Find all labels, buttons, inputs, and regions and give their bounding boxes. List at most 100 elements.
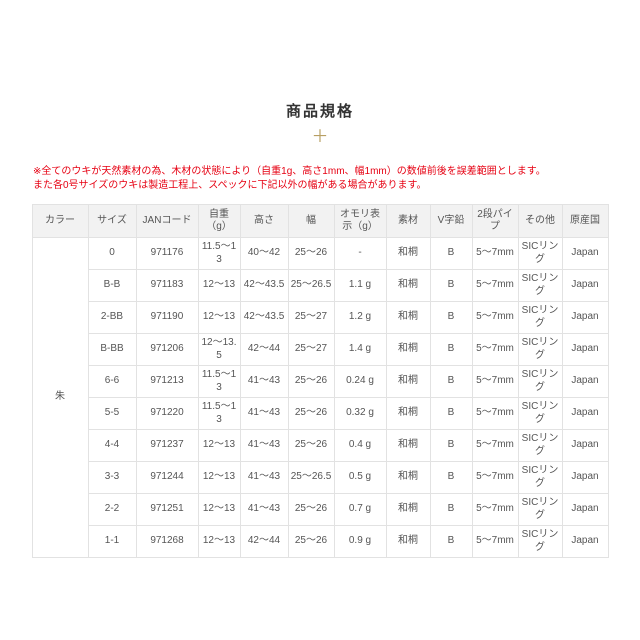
- table-cell: 971251: [135, 493, 199, 526]
- column-header: オモリ表示（g）: [333, 204, 387, 238]
- table-cell: 5～7mm: [471, 429, 519, 462]
- table-cell: 0.32 g: [333, 397, 387, 430]
- table-cell: B-BB: [87, 333, 137, 366]
- table-cell: 和桐: [385, 269, 431, 302]
- table-cell: 和桐: [385, 365, 431, 398]
- table-cell: B: [429, 429, 473, 462]
- table-row: 5-5 971220 11.5～13 41～43 25～26 0.32 g 和桐 B 5～7mm…: [32, 397, 609, 430]
- table-cell: 41～43: [239, 429, 289, 462]
- table-cell: 42～43.5: [239, 301, 289, 334]
- table-row: 4-4 971237 12～13 41～43 25～26 0.4 g 和桐 B 5～7mm SIC…: [32, 429, 609, 462]
- table-cell: 和桐: [385, 525, 431, 558]
- table-cell: 42～43.5: [239, 269, 289, 302]
- table-row: 2-2 971251 12～13 41～43 25～26 0.7 g 和桐 B 5～7mm SIC…: [32, 493, 609, 526]
- table-cell: B: [429, 301, 473, 334]
- column-header: JANコード: [135, 204, 199, 238]
- table-cell: 5-5: [87, 397, 137, 430]
- table-cell: B: [429, 493, 473, 526]
- table-cell: 25～26: [287, 365, 335, 398]
- table-cell: Japan: [561, 461, 609, 494]
- page-title: 商品規格: [285, 103, 354, 120]
- table-cell: Japan: [561, 301, 609, 334]
- disclaimer-notes: ※全てのウキが天然素材の為、木材の状態により（自重1g、高さ1mm、幅1mm）の…: [33, 165, 640, 192]
- table-cell: 25～26: [287, 525, 335, 558]
- table-cell: 2-2: [87, 493, 137, 526]
- table-cell: 0: [87, 237, 137, 270]
- table-cell: 11.5～13: [197, 365, 241, 398]
- table-cell: Japan: [561, 269, 609, 302]
- table-cell: SICリング: [517, 237, 563, 270]
- table-cell: 1.1 g: [333, 269, 387, 302]
- table-cell: 971206: [135, 333, 199, 366]
- table-cell: 12～13: [197, 525, 241, 558]
- table-cell: Japan: [561, 333, 609, 366]
- table-cell: 5～7mm: [471, 269, 519, 302]
- column-header: 幅: [287, 204, 335, 238]
- table-cell: Japan: [561, 397, 609, 430]
- table-cell: 40～42: [239, 237, 289, 270]
- table-cell: 12～13: [197, 269, 241, 302]
- table-cell: Japan: [561, 429, 609, 462]
- table-cell: 2-BB: [87, 301, 137, 334]
- table-row: B-B 971183 12～13 42～43.5 25～26.5 1.1 g 和桐 B 5～7m…: [32, 269, 609, 302]
- table-cell: B: [429, 333, 473, 366]
- column-header: 2段パイプ: [471, 204, 519, 238]
- table-cell: 3-3: [87, 461, 137, 494]
- table-cell: 5～7mm: [471, 525, 519, 558]
- spec-table: カラー サイズ JANコード 自重（g） 高さ幅オモリ表示（g） 素材 V字鉛 2段パイプ その…: [31, 204, 609, 558]
- table-body: 朱 0 971176 11.5～13 40～42 25～26- 和桐 B 5～7mm SICリング…: [31, 237, 609, 558]
- table-cell: 12～13: [197, 301, 241, 334]
- table-cell: 41～43: [239, 397, 289, 430]
- table-cell: SICリング: [517, 365, 563, 398]
- table-cell: 25～27: [287, 301, 335, 334]
- table-cell: 0.9 g: [333, 525, 387, 558]
- table-cell: 11.5～13: [197, 397, 241, 430]
- table-cell: SICリング: [517, 333, 563, 366]
- product-spec-page: 商品規格 ＋ ※全てのウキが天然素材の為、木材の状態により（自重1g、高さ1mm…: [31, 103, 640, 558]
- table-cell: 0.5 g: [333, 461, 387, 494]
- table-cell: 12～13: [197, 429, 241, 462]
- table-cell: 12～13.5: [197, 333, 241, 366]
- table-cell: 12～13: [197, 493, 241, 526]
- table-cell: 41～43: [239, 461, 289, 494]
- table-cell: Japan: [561, 237, 609, 270]
- table-cell: Japan: [561, 493, 609, 526]
- table-row: B-BB 971206 12～13.5 42～44 25～27 1.4 g 和桐 B 5～7mm…: [32, 333, 609, 366]
- table-cell: 5～7mm: [471, 237, 519, 270]
- table-cell: 971190: [135, 301, 199, 334]
- table-cell: 25～26: [287, 397, 335, 430]
- table-cell: SICリング: [517, 429, 563, 462]
- table-row: 2-BB 971190 12～13 42～43.5 25～27 1.2 g 和桐 B 5～7mm…: [32, 301, 609, 334]
- table-cell: 0.4 g: [333, 429, 387, 462]
- table-cell: 和桐: [385, 429, 431, 462]
- table-cell: B: [429, 525, 473, 558]
- table-cell: SICリング: [517, 269, 563, 302]
- table-cell: B: [429, 269, 473, 302]
- table-cell: 0.7 g: [333, 493, 387, 526]
- table-header-row: カラー サイズ JANコード 自重（g） 高さ幅オモリ表示（g） 素材 V字鉛 2段パイプ その…: [31, 204, 609, 238]
- table-cell: B: [429, 237, 473, 270]
- color-cell: 朱: [31, 237, 89, 558]
- table-cell: 6-6: [87, 365, 137, 398]
- table-cell: 和桐: [385, 237, 431, 270]
- table-cell: 971176: [135, 237, 199, 270]
- table-cell: 41～43: [239, 365, 289, 398]
- table-cell: B: [429, 461, 473, 494]
- plus-divider-icon: ＋: [311, 127, 329, 146]
- table-cell: 5～7mm: [471, 493, 519, 526]
- column-header: サイズ: [87, 204, 137, 238]
- table-cell: 0.24 g: [333, 365, 387, 398]
- column-header: その他: [517, 204, 563, 238]
- table-cell: 5～7mm: [471, 397, 519, 430]
- table-cell: 和桐: [385, 461, 431, 494]
- table-row: 1-1 971268 12～13 42～44 25～26 0.9 g 和桐 B 5～7mm SIC…: [32, 525, 609, 558]
- table-cell: 971220: [135, 397, 199, 430]
- table-cell: 和桐: [385, 397, 431, 430]
- table-cell: 25～26.5: [287, 461, 335, 494]
- table-cell: 4-4: [87, 429, 137, 462]
- table-cell: SICリング: [517, 461, 563, 494]
- table-row: 6-6 971213 11.5～13 41～43 25～26 0.24 g 和桐 B 5～7mm…: [32, 365, 609, 398]
- table-cell: B: [429, 397, 473, 430]
- table-cell: 25～26: [287, 493, 335, 526]
- table-cell: 12～13: [197, 461, 241, 494]
